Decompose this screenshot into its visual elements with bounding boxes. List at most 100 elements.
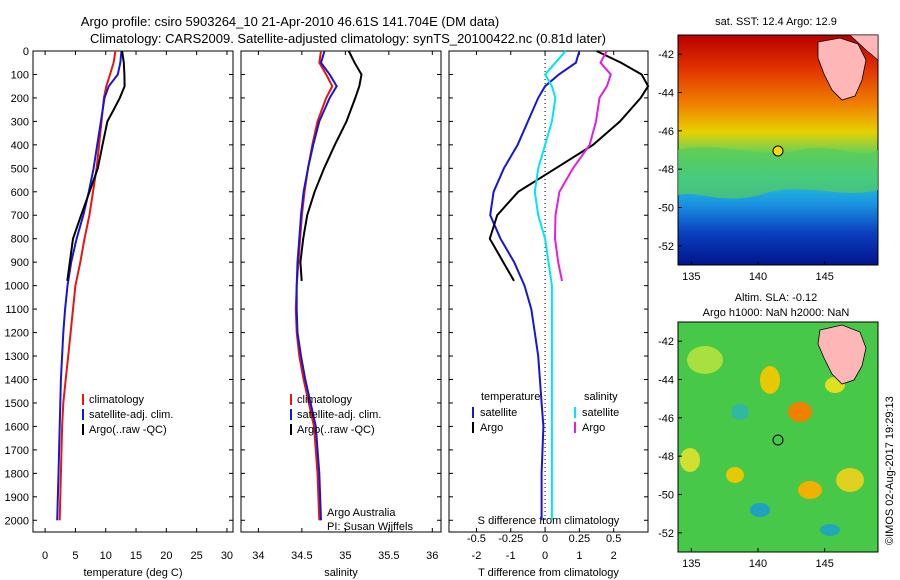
legend-header-temperature: temperature xyxy=(481,391,540,403)
y-tick-label: 1000 xyxy=(5,281,29,293)
title-line2: Climatology: CARS2009. Satellite-adjuste… xyxy=(90,31,606,46)
y-tick-label: 1500 xyxy=(5,398,29,410)
s-tick-label: 0 xyxy=(542,533,548,545)
map-y-tick-label: -44 xyxy=(658,375,674,387)
map-y-tick-label: -50 xyxy=(658,203,674,215)
y-tick-label: 800 xyxy=(11,234,29,246)
sla-map-title-2: Argo h1000: NaN h2000: NaN xyxy=(703,307,850,319)
y-tick-label: 300 xyxy=(11,116,29,128)
sst-map-warm-band xyxy=(678,147,878,199)
x-tick-label: -2 xyxy=(472,550,482,562)
sst-map-title: sat. SST: 12.4 Argo: 12.9 xyxy=(715,16,837,28)
series-line-argo-raw-qc- xyxy=(299,50,363,281)
map-y-tick-label: -46 xyxy=(658,413,674,425)
sst-argo-marker xyxy=(772,145,784,157)
y-tick-label: 200 xyxy=(11,93,29,105)
credit: ©IMOS 02-Aug-2017 19:29:13 xyxy=(884,396,896,545)
map-x-tick-label: 135 xyxy=(682,271,700,283)
sla-argo-marker xyxy=(772,434,784,446)
annotation-line1: Argo Australia xyxy=(327,507,396,519)
series-line-argo-raw-qc- xyxy=(66,50,126,282)
sst-map-tasmania xyxy=(817,37,867,101)
panel-frame xyxy=(240,50,442,533)
x-tick-label: 10 xyxy=(100,550,112,562)
map-y-tick-label: -52 xyxy=(658,528,674,540)
difference-panel: -2 -1 0 1 2 T difference from climatology S di… xyxy=(448,50,650,579)
map-y-tick-label: -50 xyxy=(658,490,674,502)
x-tick-label: 2 xyxy=(611,550,617,562)
legend-label: satellite xyxy=(582,407,619,419)
legend-header-salinity: salinity xyxy=(584,391,618,403)
series-line-t-satellite xyxy=(489,50,581,521)
x-tick-label: 25 xyxy=(191,550,203,562)
map-x-tick-label: 145 xyxy=(815,271,833,283)
legend-label: Argo xyxy=(480,422,503,434)
s-tick-label: 0.25 xyxy=(569,533,590,545)
series-line-satellite-adj-clim- xyxy=(295,50,338,521)
x-tick-label: 30 xyxy=(221,550,233,562)
x-tick-label: 20 xyxy=(160,550,172,562)
map-y-tick-label: -48 xyxy=(658,451,674,463)
sla-map-tasmania xyxy=(817,324,867,385)
x-tick-label: -1 xyxy=(506,550,516,562)
map-y-tick-label: -52 xyxy=(658,241,674,253)
legend-label: Argo xyxy=(582,422,605,434)
s-tick-label: -0.25 xyxy=(498,533,523,545)
y-tick-label: 1400 xyxy=(5,374,29,386)
x-tick-label: 0 xyxy=(542,550,548,562)
legend-label: satellite-adj. clim. xyxy=(89,409,173,421)
s-tick-label: 0.5 xyxy=(606,533,621,545)
y-tick-label: 1600 xyxy=(5,421,29,433)
x-tick-label: 35 xyxy=(339,550,351,562)
series-line-t-argo xyxy=(488,50,650,282)
x-axis-label: T difference from climatology xyxy=(478,567,619,579)
map-x-tick-label: 140 xyxy=(749,271,767,283)
y-tick-label: 1100 xyxy=(5,304,29,316)
y-tick-label: 700 xyxy=(11,210,29,222)
map-y-tick-label: -44 xyxy=(658,88,674,100)
map-y-tick-label: -42 xyxy=(658,49,674,61)
temperature-panel: 0100200300400500600700800900100011001200… xyxy=(5,46,234,579)
annotation-line2: PI: Susan Wijffels xyxy=(327,521,413,533)
x-tick-label: 34 xyxy=(252,550,264,562)
s-axis-label: S difference from climatology xyxy=(478,515,620,527)
legend-label: Argo(..raw -QC) xyxy=(89,424,167,436)
x-axis-label: salinity xyxy=(324,567,358,579)
x-tick-label: 15 xyxy=(130,550,142,562)
s-tick-label: -0.5 xyxy=(467,533,486,545)
sst-map-mainland xyxy=(849,35,878,61)
legend-label: climatology xyxy=(89,394,145,406)
y-tick-label: 600 xyxy=(11,187,29,199)
map-y-tick-label: -42 xyxy=(658,336,674,348)
x-tick-label: 5 xyxy=(72,550,78,562)
x-tick-label: 0 xyxy=(42,550,48,562)
x-tick-label: 35.5 xyxy=(378,550,399,562)
series-line-s-satellite xyxy=(533,50,567,521)
x-tick-label: 36 xyxy=(426,550,438,562)
y-tick-label: 2000 xyxy=(5,515,29,527)
x-tick-label: 34.5 xyxy=(291,550,312,562)
sst-map: sat. SST: 12.4 Argo: 12.9 135 140 145 -42 -4… xyxy=(658,16,879,283)
panel-frame xyxy=(32,50,234,533)
y-tick-label: 1700 xyxy=(5,445,29,457)
y-tick-label: 1300 xyxy=(5,351,29,363)
map-x-tick-label: 145 xyxy=(815,558,833,570)
salinity-panel: 34 34.5 35 35.5 36 salinity climatology satelli… xyxy=(240,50,442,579)
y-tick-label: 500 xyxy=(11,163,29,175)
y-tick-label: 1800 xyxy=(5,468,29,480)
y-tick-label: 1200 xyxy=(5,328,29,340)
map-y-tick-label: -48 xyxy=(658,164,674,176)
legend-label: satellite-adj. clim. xyxy=(297,409,381,421)
series-line-climatology xyxy=(58,50,117,521)
y-tick-label: 1900 xyxy=(5,492,29,504)
y-tick-label: 0 xyxy=(23,46,29,58)
legend-label: climatology xyxy=(297,394,353,406)
series-line-satellite-adj-clim- xyxy=(56,50,123,521)
y-tick-label: 900 xyxy=(11,257,29,269)
sla-map-title-1: Altim. SLA: -0.12 xyxy=(735,292,818,304)
legend-label: Argo(..raw -QC) xyxy=(297,424,375,436)
title-line1: Argo profile: csiro 5903264_10 21-Apr-20… xyxy=(81,14,499,29)
map-x-tick-label: 135 xyxy=(682,558,700,570)
x-tick-label: 1 xyxy=(576,550,582,562)
